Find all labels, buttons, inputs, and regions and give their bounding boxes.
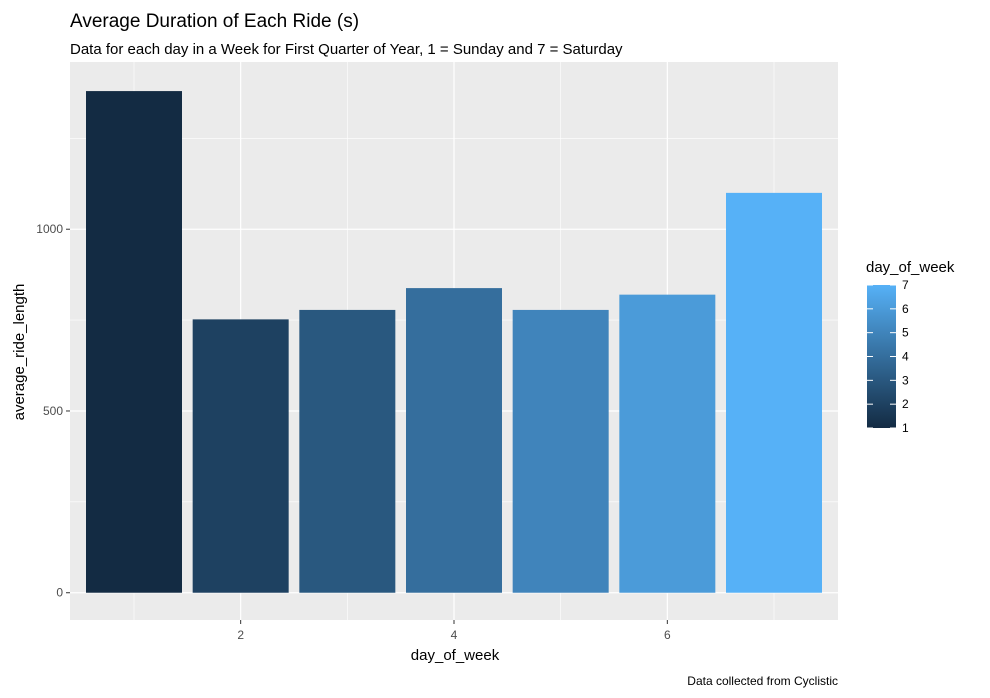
y-axis-title: average_ride_length — [11, 284, 28, 421]
legend-label: 7 — [902, 278, 909, 292]
y-tick-label: 1000 — [36, 222, 63, 236]
legend-label: 6 — [902, 302, 909, 316]
x-axis: 2 4 6 — [237, 620, 671, 642]
y-tick-label: 0 — [56, 586, 63, 600]
bar-day-3 — [299, 309, 396, 593]
legend: day_of_week 1 2 3 4 5 6 7 — [866, 259, 955, 435]
bar-day-7 — [726, 192, 822, 593]
plot-panel — [70, 62, 838, 620]
legend-label: 2 — [902, 397, 909, 411]
x-tick-label: 6 — [664, 628, 671, 642]
x-tick-label: 2 — [237, 628, 244, 642]
bar-day-6 — [619, 294, 716, 593]
bar-day-2 — [192, 319, 289, 593]
x-axis-title: day_of_week — [411, 647, 500, 664]
legend-label: 1 — [902, 421, 909, 435]
bar-day-1 — [86, 91, 182, 593]
legend-label: 5 — [902, 326, 909, 340]
legend-label: 3 — [902, 373, 909, 387]
y-tick-label: 500 — [43, 404, 63, 418]
chart-title: Average Duration of Each Ride (s) — [70, 11, 359, 32]
bar-day-4 — [406, 288, 502, 593]
chart-caption: Data collected from Cyclistic — [687, 674, 838, 688]
legend-label: 4 — [902, 350, 909, 364]
legend-ticks: 1 2 3 4 5 6 7 — [867, 278, 909, 435]
bars — [86, 91, 822, 593]
y-axis: 0 500 1000 — [36, 222, 70, 600]
legend-title: day_of_week — [866, 259, 955, 276]
x-tick-label: 4 — [451, 628, 458, 642]
chart-subtitle: Data for each day in a Week for First Qu… — [70, 41, 623, 58]
bar-day-5 — [512, 309, 609, 593]
